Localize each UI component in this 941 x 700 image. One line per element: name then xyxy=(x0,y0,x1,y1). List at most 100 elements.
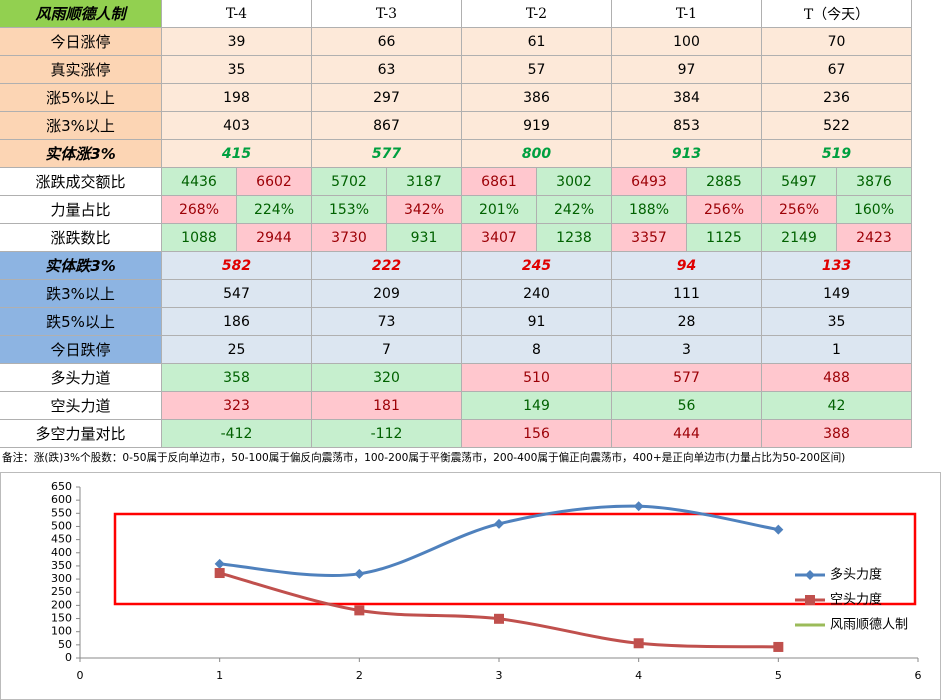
value-cell: 149 xyxy=(762,280,912,308)
value-cell: 867 xyxy=(312,112,462,140)
value-cell: 8 xyxy=(462,336,612,364)
y-tick-label: 200 xyxy=(51,598,72,611)
value-cell: 320 xyxy=(312,364,462,392)
value-cell: 2149 xyxy=(762,224,837,252)
value-cell: 6602 xyxy=(237,168,312,196)
value-cell: 224% xyxy=(237,196,312,224)
y-tick-label: 400 xyxy=(51,546,72,559)
header-cell: T-4 xyxy=(162,0,312,28)
value-cell: 582 xyxy=(162,252,312,280)
value-cell: 201% xyxy=(462,196,537,224)
value-cell: 91 xyxy=(462,308,612,336)
value-cell: 1238 xyxy=(537,224,612,252)
value-cell: 2944 xyxy=(237,224,312,252)
value-cell: 853 xyxy=(612,112,762,140)
value-cell: 3876 xyxy=(837,168,912,196)
value-cell: 3002 xyxy=(537,168,612,196)
value-cell: 7 xyxy=(312,336,462,364)
x-tick-label: 4 xyxy=(635,669,642,682)
value-cell: -412 xyxy=(162,420,312,448)
header-cell: T-3 xyxy=(312,0,462,28)
marker xyxy=(354,605,365,616)
note: 备注：涨(跌)3%个股数：0-50属于反向单边市，50-100属于偏反向震荡市，… xyxy=(2,452,846,464)
value-cell: 100 xyxy=(612,28,762,56)
value-cell: 522 xyxy=(762,112,912,140)
value-cell: 1 xyxy=(762,336,912,364)
legend-marker xyxy=(805,570,815,580)
value-cell: 5497 xyxy=(762,168,837,196)
row-label: 涨跌数比 xyxy=(0,224,162,252)
header-cell: T（今天） xyxy=(762,0,912,28)
value-cell: 6861 xyxy=(462,168,537,196)
value-cell: -112 xyxy=(312,420,462,448)
value-cell: 222 xyxy=(312,252,462,280)
x-tick-label: 3 xyxy=(496,669,503,682)
value-cell: 156 xyxy=(462,420,612,448)
value-cell: 919 xyxy=(462,112,612,140)
value-cell: 70 xyxy=(762,28,912,56)
value-cell: 444 xyxy=(612,420,762,448)
row-label: 真实涨停 xyxy=(0,56,162,84)
value-cell: 35 xyxy=(162,56,312,84)
value-cell: 63 xyxy=(312,56,462,84)
row-label: 多空力量对比 xyxy=(0,420,162,448)
value-cell: 342% xyxy=(387,196,462,224)
y-tick-label: 650 xyxy=(51,480,72,493)
value-cell: 1088 xyxy=(162,224,237,252)
value-cell: 386 xyxy=(462,84,612,112)
value-cell: 198 xyxy=(162,84,312,112)
chart: 0501001502002503003504004505005506006500… xyxy=(0,472,941,700)
highlight-box xyxy=(113,512,917,606)
y-tick-label: 0 xyxy=(65,651,72,664)
value-cell: 133 xyxy=(762,252,912,280)
y-tick-label: 450 xyxy=(51,533,72,546)
value-cell: 488 xyxy=(762,364,912,392)
row-label: 实体跌3% xyxy=(0,252,162,280)
value-cell: 3407 xyxy=(462,224,537,252)
y-tick-label: 600 xyxy=(51,493,72,506)
value-cell: 25 xyxy=(162,336,312,364)
x-tick-label: 2 xyxy=(356,669,363,682)
header-cell: T-2 xyxy=(462,0,612,28)
legend-marker xyxy=(805,595,815,605)
value-cell: 66 xyxy=(312,28,462,56)
y-tick-label: 150 xyxy=(51,612,72,625)
value-cell: 28 xyxy=(612,308,762,336)
value-cell: 181 xyxy=(312,392,462,420)
row-label: 涨3%以上 xyxy=(0,112,162,140)
marker xyxy=(214,568,225,579)
marker xyxy=(773,524,784,535)
y-tick-label: 300 xyxy=(51,572,72,585)
value-cell: 39 xyxy=(162,28,312,56)
value-cell: 388 xyxy=(762,420,912,448)
value-cell: 160% xyxy=(837,196,912,224)
row-label: 实体涨3% xyxy=(0,140,162,168)
value-cell: 800 xyxy=(462,140,612,168)
value-cell: 358 xyxy=(162,364,312,392)
x-tick-label: 6 xyxy=(915,669,922,682)
value-cell: 415 xyxy=(162,140,312,168)
value-cell: 519 xyxy=(762,140,912,168)
value-cell: 256% xyxy=(687,196,762,224)
table: 风雨顺德人制 T-4 T-3 T-2 T-1 T（今天） 今日涨停 39 66 61 100 70 真实… xyxy=(0,0,912,448)
value-cell: 913 xyxy=(612,140,762,168)
value-cell: 42 xyxy=(762,392,912,420)
x-tick-label: 5 xyxy=(775,669,782,682)
value-cell: 56 xyxy=(612,392,762,420)
y-tick-label: 250 xyxy=(51,585,72,598)
value-cell: 297 xyxy=(312,84,462,112)
legend-label: 风雨顺德人制 xyxy=(830,618,908,633)
row-label: 跌3%以上 xyxy=(0,280,162,308)
value-cell: 73 xyxy=(312,308,462,336)
value-cell: 384 xyxy=(612,84,762,112)
y-tick-label: 550 xyxy=(51,506,72,519)
marker xyxy=(773,641,784,652)
value-cell: 67 xyxy=(762,56,912,84)
value-cell: 94 xyxy=(612,252,762,280)
value-cell: 245 xyxy=(462,252,612,280)
value-cell: 3 xyxy=(612,336,762,364)
value-cell: 3357 xyxy=(612,224,687,252)
value-cell: 5702 xyxy=(312,168,387,196)
marker xyxy=(354,568,365,579)
